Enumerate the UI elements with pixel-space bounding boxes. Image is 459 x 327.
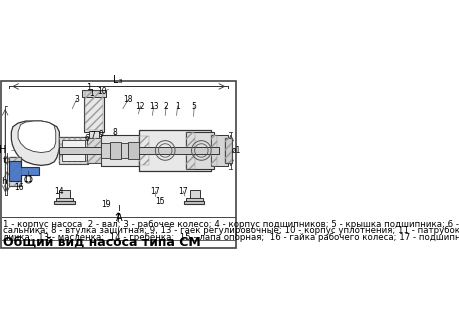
Text: 11: 11	[23, 175, 33, 184]
Text: 18: 18	[123, 95, 133, 104]
Bar	[9, 157, 21, 185]
Text: 1: 1	[86, 83, 91, 92]
Text: 5: 5	[191, 102, 196, 111]
Bar	[139, 130, 210, 171]
Text: 2: 2	[163, 102, 168, 111]
Text: 14: 14	[55, 187, 64, 196]
Bar	[9, 157, 21, 185]
Bar	[59, 147, 219, 154]
Text: A: A	[115, 214, 122, 223]
Text: 3: 3	[74, 95, 78, 104]
Bar	[87, 138, 101, 163]
Text: 6: 6	[84, 133, 89, 143]
Bar	[101, 143, 110, 158]
Polygon shape	[18, 121, 56, 152]
Circle shape	[25, 176, 32, 183]
Text: сальника; 8 - втулка защитная; 9, 13 - гаек регулировочные; 10 - корпус уплотнен: сальника; 8 - втулка защитная; 9, 13 - г…	[3, 226, 459, 235]
Text: H: H	[0, 146, 6, 155]
Text: 17: 17	[178, 187, 188, 196]
Text: 7: 7	[90, 131, 95, 141]
Bar	[84, 90, 104, 132]
Polygon shape	[9, 161, 39, 181]
Bar	[85, 91, 102, 130]
Bar	[59, 190, 70, 199]
Bar	[224, 138, 232, 163]
Text: 8: 8	[112, 129, 117, 137]
Bar	[89, 131, 99, 143]
Bar	[56, 198, 73, 202]
Text: h: h	[1, 177, 7, 186]
Text: L₃: L₃	[113, 76, 122, 85]
Text: 16: 16	[14, 183, 24, 192]
Bar	[59, 137, 88, 164]
Bar	[62, 140, 85, 161]
Bar	[128, 142, 139, 159]
Text: 17: 17	[150, 187, 159, 196]
Bar	[139, 136, 148, 165]
Bar	[185, 132, 195, 169]
Bar	[224, 138, 232, 163]
Text: 12: 12	[135, 102, 145, 111]
Polygon shape	[11, 121, 59, 165]
Bar	[185, 132, 214, 169]
Text: 19: 19	[101, 200, 111, 209]
Bar	[87, 138, 101, 163]
Text: 13: 13	[149, 102, 158, 111]
Text: 1: 1	[90, 89, 94, 98]
Bar	[185, 198, 203, 202]
Bar	[110, 142, 121, 159]
Text: ø1: ø1	[231, 146, 241, 155]
Bar	[210, 135, 216, 166]
Text: ↑: ↑	[112, 212, 122, 225]
Bar	[210, 135, 228, 166]
Bar	[81, 90, 106, 97]
Bar	[59, 137, 88, 164]
Bar	[184, 201, 204, 204]
Text: t: t	[2, 156, 6, 165]
Text: 9: 9	[99, 130, 103, 139]
Bar	[54, 201, 75, 204]
Text: 15: 15	[155, 197, 164, 206]
Bar	[190, 190, 200, 199]
Text: Общий вид насоса типа СМ: Общий вид насоса типа СМ	[3, 236, 200, 250]
Bar	[101, 135, 140, 166]
Bar	[121, 143, 128, 158]
Text: личка;  13 - масленка;  14 - гребёнка;  15 - лапа опорная;  16 - гайка рабочего : личка; 13 - масленка; 14 - гребёнка; 15 …	[3, 232, 459, 242]
Text: 10: 10	[97, 87, 107, 96]
Text: 1 - корпус насоса  2 - вал; 3 - рабочее колесо; 4 - корпус подшипников; 5 - крыш: 1 - корпус насоса 2 - вал; 3 - рабочее к…	[3, 220, 459, 229]
Text: 1: 1	[175, 102, 179, 111]
